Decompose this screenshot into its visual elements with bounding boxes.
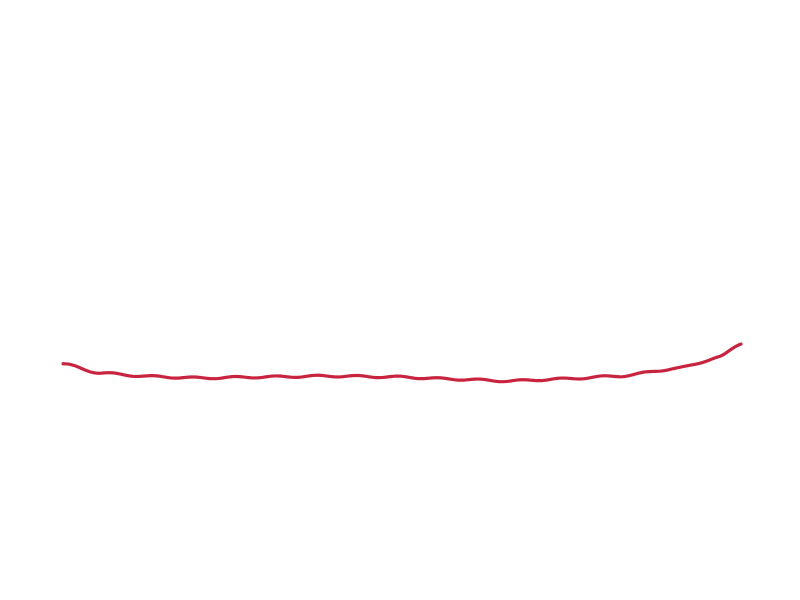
red-rope-stroke: [61, 342, 743, 384]
